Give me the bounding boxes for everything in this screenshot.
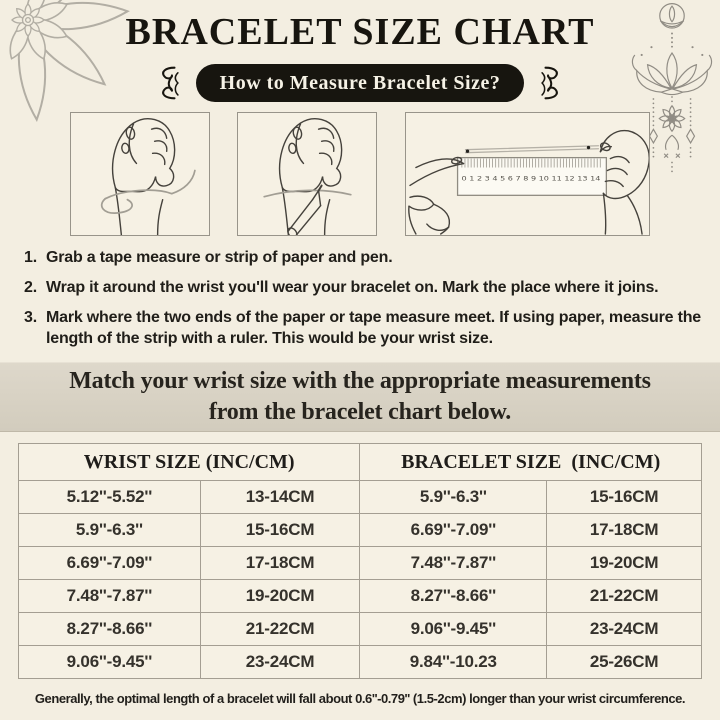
table-cell: 23-24CM — [546, 612, 702, 646]
fist-with-pen-illustration — [237, 112, 377, 236]
table-header-row: WRIST SIZE (INC/CM) BRACELET SIZE (INC/C… — [17, 443, 702, 481]
banner-line-2: from the bracelet chart below. — [208, 399, 512, 425]
table-row: 8.27''-8.66'' 21-22CM 9.06''-9.45'' 23-2… — [18, 612, 702, 646]
table-cell: 5.9''-6.3'' — [359, 480, 548, 514]
measure-illustrations: 0 1 2 3 4 5 6 7 8 9 10 11 12 13 14 — [0, 112, 720, 236]
table-cell: 5.12''-5.52'' — [18, 480, 201, 514]
flourish-bracket-icon — [541, 66, 559, 100]
table-row: 7.48''-7.87'' 19-20CM 8.27''-8.66'' 21-2… — [18, 579, 702, 613]
table-cell: 19-20CM — [546, 546, 702, 580]
step-number: 3. — [24, 309, 37, 327]
table-cell: 19-20CM — [199, 579, 361, 613]
flourish-bracket-icon — [161, 66, 179, 100]
footnote: Generally, the optimal length of a brace… — [34, 691, 686, 706]
instructions-list: 1. Grab a tape measure or strip of paper… — [24, 247, 714, 358]
step-number: 2. — [24, 279, 37, 297]
page-title: BRACELET SIZE CHART — [125, 11, 595, 53]
table-row: 5.9''-6.3'' 15-16CM 6.69''-7.09'' 17-18C… — [18, 513, 702, 547]
instruction-step: 1. Grab a tape measure or strip of paper… — [24, 247, 714, 268]
table-cell: 5.9''-6.3'' — [18, 513, 201, 547]
table-row: 9.06''-9.45'' 23-24CM 9.84''-10.23 25-26… — [18, 645, 702, 679]
banner-line-1: Match your wrist size with the appropria… — [69, 368, 651, 395]
table-cell: 9.06''-9.45'' — [359, 612, 548, 646]
table-cell: 17-18CM — [546, 513, 702, 547]
match-size-banner: Match your wrist size with the appropria… — [0, 362, 720, 432]
table-cell: 25-26CM — [546, 645, 702, 679]
table-cell: 7.48''-7.87'' — [18, 579, 201, 613]
table-cell: 21-22CM — [199, 612, 361, 646]
bracelet-size-header: BRACELET SIZE (INC/CM) — [359, 443, 702, 481]
step-text: Grab a tape measure or strip of paper an… — [46, 249, 393, 266]
table-cell: 17-18CM — [199, 546, 361, 580]
instruction-step: 2. Wrap it around the wrist you'll wear … — [24, 277, 714, 298]
table-cell: 7.48''-7.87'' — [359, 546, 548, 580]
table-cell: 8.27''-8.66'' — [18, 612, 201, 646]
table-cell: 21-22CM — [546, 579, 702, 613]
size-table: WRIST SIZE (INC/CM) BRACELET SIZE (INC/C… — [17, 443, 702, 679]
wrist-size-header: WRIST SIZE (INC/CM) — [17, 443, 361, 481]
table-row: 6.69''-7.09'' 17-18CM 7.48''-7.87'' 19-2… — [18, 546, 702, 580]
how-to-measure-badge-row: How to Measure Bracelet Size? — [0, 62, 720, 104]
step-text: Mark where the two ends of the paper or … — [46, 309, 701, 348]
table-cell: 9.06''-9.45'' — [18, 645, 201, 679]
table-cell: 9.84''-10.23 — [359, 645, 548, 679]
table-cell: 8.27''-8.66'' — [359, 579, 548, 613]
fist-with-tape-illustration — [70, 112, 210, 236]
table-cell: 6.69''-7.09'' — [359, 513, 548, 547]
step-text: Wrap it around the wrist you'll wear you… — [46, 279, 659, 297]
table-cell: 15-16CM — [199, 513, 361, 547]
ruler-numbers: 0 1 2 3 4 5 6 7 8 9 10 11 12 13 14 — [462, 175, 601, 182]
table-row: 5.12''-5.52'' 13-14CM 5.9''-6.3'' 15-16C… — [18, 480, 702, 514]
instruction-step: 3. Mark where the two ends of the paper … — [24, 307, 714, 349]
how-to-measure-badge: How to Measure Bracelet Size? — [195, 64, 525, 102]
table-cell: 6.69''-7.09'' — [18, 546, 201, 580]
ruler-measure-illustration: 0 1 2 3 4 5 6 7 8 9 10 11 12 13 14 — [405, 112, 650, 236]
table-cell: 13-14CM — [199, 480, 361, 514]
step-number: 1. — [24, 249, 37, 266]
table-cell: 15-16CM — [546, 480, 702, 514]
table-cell: 23-24CM — [199, 645, 361, 679]
